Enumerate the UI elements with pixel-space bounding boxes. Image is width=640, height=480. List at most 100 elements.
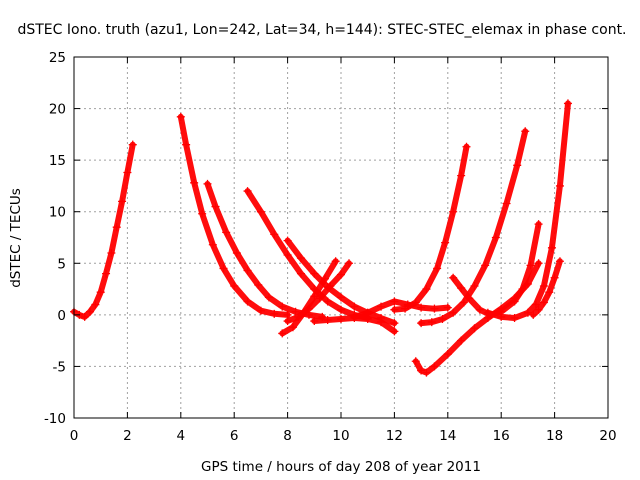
data-point xyxy=(219,264,228,273)
data-point xyxy=(470,324,479,333)
data-point xyxy=(264,293,273,302)
data-point xyxy=(243,187,252,196)
data-point xyxy=(320,274,329,283)
data-point xyxy=(107,248,116,257)
data-point xyxy=(390,305,399,314)
data-point xyxy=(438,314,447,323)
data-point xyxy=(539,298,548,307)
data-point xyxy=(254,280,263,289)
x-tick-label: 2 xyxy=(123,428,132,444)
series-2 xyxy=(176,112,292,319)
data-point xyxy=(243,266,252,275)
data-point xyxy=(550,273,559,282)
data-point xyxy=(411,357,420,366)
data-point xyxy=(427,318,436,327)
data-point xyxy=(222,228,231,237)
data-point xyxy=(283,317,292,326)
series-15 xyxy=(529,257,564,319)
series-track xyxy=(279,258,339,337)
data-point xyxy=(278,329,287,338)
data-point xyxy=(417,303,426,312)
data-point xyxy=(465,294,474,303)
data-point xyxy=(555,257,564,266)
data-point xyxy=(457,336,466,345)
data-point xyxy=(296,269,305,278)
data-point xyxy=(518,285,527,294)
data-point xyxy=(443,303,452,312)
y-tick-label: 5 xyxy=(57,256,66,272)
data-point xyxy=(123,168,132,177)
data-point xyxy=(510,297,519,306)
data-point xyxy=(326,281,335,290)
y-tick-label: -5 xyxy=(53,359,66,375)
data-point xyxy=(337,270,345,279)
x-tick-label: 12 xyxy=(386,428,403,444)
data-point xyxy=(417,319,426,328)
data-point xyxy=(294,312,303,321)
data-point xyxy=(534,259,543,268)
data-point xyxy=(270,230,279,239)
data-point xyxy=(350,312,359,321)
data-point xyxy=(430,304,439,313)
data-point xyxy=(449,273,458,282)
data-point xyxy=(80,312,89,321)
data-point xyxy=(526,261,535,270)
data-point xyxy=(422,285,431,294)
data-point xyxy=(401,304,410,313)
data-point xyxy=(523,308,532,317)
data-point xyxy=(430,362,439,371)
series-3 xyxy=(203,179,327,321)
y-tick-label: 15 xyxy=(49,153,66,169)
chart-title: dSTEC Iono. truth (azu1, Lon=242, Lat=34… xyxy=(17,22,626,38)
data-point xyxy=(502,199,511,208)
data-point xyxy=(256,306,265,315)
data-point xyxy=(230,281,239,290)
x-axis-label: GPS time / hours of day 208 of year 2011 xyxy=(201,459,481,475)
data-point xyxy=(443,350,452,359)
data-point xyxy=(441,238,450,247)
data-point xyxy=(529,310,538,319)
data-point xyxy=(91,300,100,309)
y-tick-label: 10 xyxy=(49,205,66,221)
series-track xyxy=(244,188,371,321)
data-point xyxy=(497,312,506,321)
data-point xyxy=(345,259,354,268)
series-1 xyxy=(70,140,137,321)
data-point xyxy=(390,319,399,328)
series-track xyxy=(71,141,136,320)
data-point xyxy=(182,140,191,149)
x-tick-label: 10 xyxy=(332,428,349,444)
data-point xyxy=(449,207,458,216)
data-point xyxy=(304,304,313,313)
y-tick-label: 25 xyxy=(49,50,66,66)
data-point xyxy=(483,308,492,317)
x-tick-label: 6 xyxy=(230,428,239,444)
data-point xyxy=(491,233,500,242)
data-point xyxy=(331,257,340,266)
data-point xyxy=(203,179,212,188)
x-tick-label: 0 xyxy=(70,428,79,444)
data-point xyxy=(283,251,292,260)
data-point xyxy=(513,161,522,170)
series-12 xyxy=(417,127,530,328)
data-point xyxy=(510,313,519,322)
data-point xyxy=(555,181,564,190)
data-point xyxy=(531,300,540,309)
data-point xyxy=(363,308,372,317)
series-track xyxy=(204,180,326,320)
data-point xyxy=(310,292,319,301)
y-tick-label: 20 xyxy=(49,102,66,118)
data-point xyxy=(296,254,305,263)
series-6 xyxy=(278,257,340,338)
data-point xyxy=(291,307,300,316)
data-point xyxy=(128,140,137,149)
data-point xyxy=(411,298,420,307)
data-point xyxy=(198,209,207,218)
data-point xyxy=(534,305,543,314)
data-point xyxy=(457,284,466,293)
data-point xyxy=(323,297,332,306)
data-point xyxy=(475,305,484,314)
data-point xyxy=(539,281,548,290)
y-tick-label: 0 xyxy=(57,308,66,324)
tick-layer: 0 2 4 6 8 10 12 14 16 18 20 -10 -5 0 5 10 15 20 25 xyxy=(44,50,617,444)
